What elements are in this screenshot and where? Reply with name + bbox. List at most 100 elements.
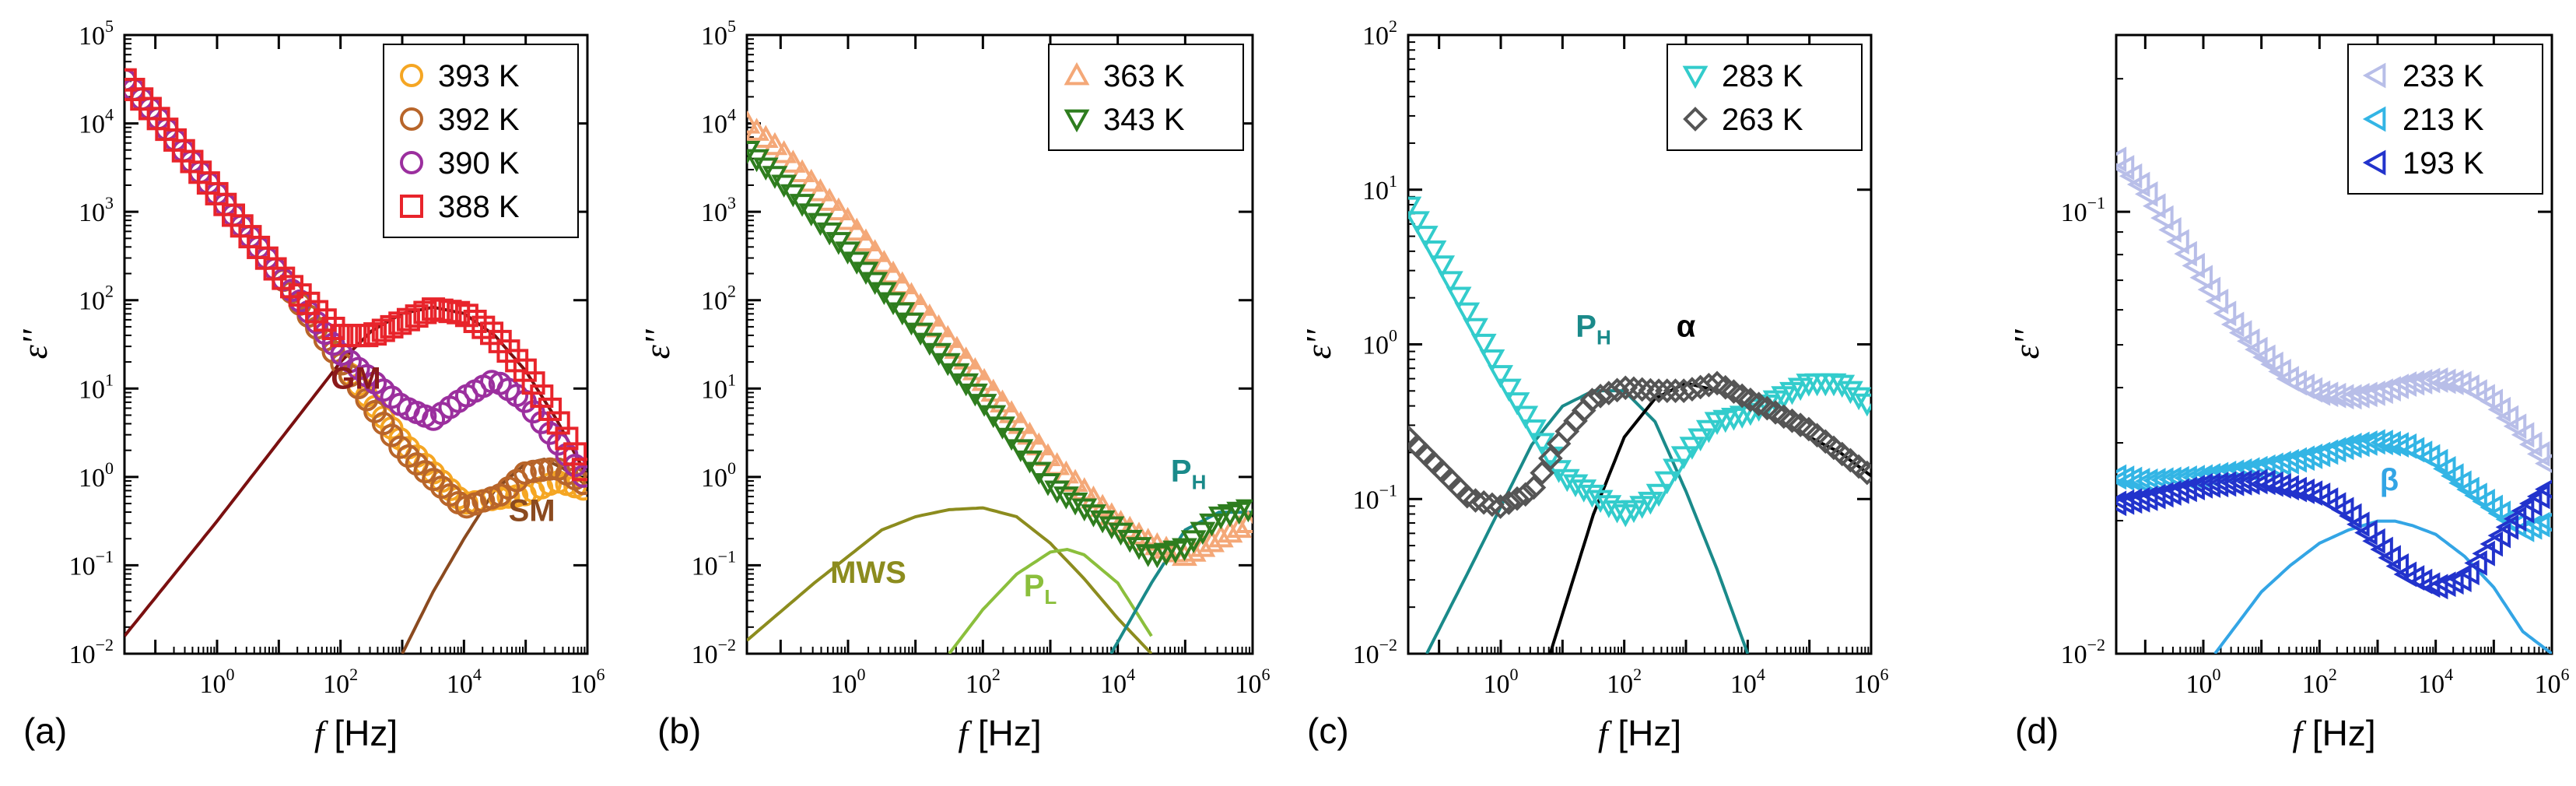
data-point — [1089, 510, 1116, 534]
data-point — [998, 427, 1025, 451]
data-point — [2166, 478, 2189, 504]
y-tick-label: 100 — [1362, 326, 1397, 360]
data-point — [2432, 571, 2456, 598]
data-point — [530, 458, 554, 482]
panel-label: (c) — [1307, 711, 1349, 751]
x-tick-label: 104 — [1730, 665, 1765, 699]
legend-entry: 390 K — [438, 146, 520, 181]
annotation-label: PL — [1024, 569, 1057, 609]
data-point — [1408, 211, 1430, 234]
data-point — [2441, 569, 2464, 595]
y-tick-label: 103 — [79, 193, 114, 227]
data-point — [2535, 454, 2552, 473]
data-point — [2495, 514, 2519, 540]
data-point — [2354, 520, 2378, 546]
data-point — [288, 283, 312, 307]
data-point — [2378, 376, 2401, 402]
y-tick-label: 10−1 — [69, 546, 114, 581]
series-233-K — [2116, 146, 2552, 473]
data-point — [1670, 446, 1697, 469]
data-point — [2126, 486, 2150, 513]
x-axis-label: f [Hz] — [958, 713, 1041, 753]
data-point — [2535, 512, 2552, 532]
x-tick-label: 104 — [447, 665, 482, 699]
legend-marker — [2362, 149, 2386, 176]
plot-area — [1408, 196, 1871, 654]
data-point — [2487, 396, 2511, 423]
y-tick-label: 102 — [701, 282, 736, 316]
x-tick-label: 104 — [2418, 665, 2453, 699]
data-point — [1454, 302, 1481, 326]
data-point — [2252, 469, 2276, 496]
data-point — [2283, 476, 2307, 503]
data-point — [880, 260, 906, 284]
data-point — [388, 311, 412, 335]
data-point — [2166, 229, 2189, 255]
data-point — [1521, 475, 1547, 500]
data-point — [1199, 513, 1225, 537]
data-point — [1530, 460, 1554, 486]
data-point — [1654, 378, 1680, 403]
data-point — [513, 358, 537, 382]
data-point — [1471, 489, 1497, 515]
y-tick-label: 101 — [701, 370, 736, 404]
data-point — [1025, 461, 1052, 485]
data-point — [2456, 560, 2480, 586]
x-tick-label: 100 — [200, 665, 235, 699]
data-point — [563, 442, 587, 466]
data-point — [2174, 476, 2197, 503]
legend-marker — [1682, 65, 1709, 89]
legend-frame — [383, 44, 579, 238]
data-point — [1588, 384, 1613, 409]
data-point — [825, 197, 852, 221]
data-point — [1190, 521, 1216, 546]
data-point — [1226, 514, 1253, 539]
legend-entry: 233 K — [2403, 59, 2484, 93]
data-point — [2150, 482, 2174, 508]
data-point — [1421, 240, 1447, 264]
y-tick-label: 104 — [79, 105, 114, 139]
data-point — [371, 318, 395, 342]
data-point — [1679, 437, 1705, 460]
data-point — [2245, 336, 2268, 363]
data-point — [1629, 377, 1655, 402]
data-point — [747, 118, 769, 141]
legend-marker — [400, 195, 423, 218]
data-point — [1437, 271, 1463, 294]
data-point — [1099, 516, 1125, 540]
data-point — [380, 423, 404, 447]
data-point — [1463, 318, 1488, 342]
data-point — [2315, 439, 2339, 465]
data-point — [2441, 370, 2464, 395]
series-388-K — [124, 68, 587, 482]
x-tick-label: 106 — [1854, 665, 1889, 699]
x-tick-label: 102 — [2302, 665, 2337, 699]
data-point — [2189, 265, 2213, 291]
data-point — [798, 168, 825, 192]
data-point — [1488, 494, 1513, 519]
data-point — [2362, 528, 2385, 554]
panel-label: (d) — [2015, 711, 2059, 751]
data-point — [571, 458, 587, 482]
data-point — [1035, 473, 1061, 497]
data-point — [2346, 511, 2370, 538]
data-point — [1637, 491, 1663, 515]
data-point — [2174, 240, 2197, 267]
x-tick-label: 106 — [1235, 665, 1270, 699]
data-point — [1116, 529, 1143, 553]
data-point — [2503, 506, 2527, 532]
data-point — [2134, 485, 2158, 511]
x-tick-label: 104 — [1100, 665, 1135, 699]
legend: 283 K 263 K — [1667, 44, 1863, 151]
data-point — [816, 188, 843, 211]
data-point — [513, 461, 537, 485]
data-point — [2487, 522, 2511, 549]
data-point — [1854, 393, 1871, 417]
y-axis-label: ε'' — [1299, 328, 1338, 359]
data-point — [1496, 490, 1522, 515]
data-point — [1495, 378, 1522, 402]
data-point — [2535, 479, 2552, 499]
annotation-label: MWS — [830, 556, 906, 590]
data-point — [2511, 422, 2535, 448]
y-tick-label: 100 — [79, 458, 114, 493]
